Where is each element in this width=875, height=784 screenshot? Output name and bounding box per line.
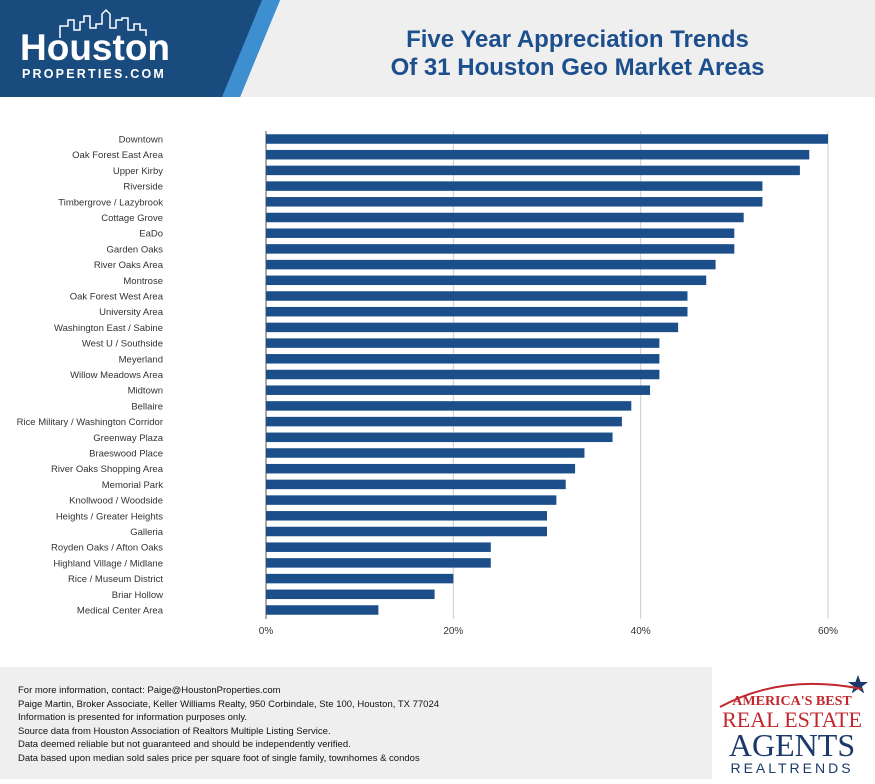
category-label: Memorial Park (102, 480, 163, 491)
category-label: Garden Oaks (107, 244, 164, 255)
logo-background (0, 0, 280, 97)
category-label: Briar Hollow (112, 590, 163, 601)
bar (266, 369, 660, 380)
category-label: EaDo (139, 229, 163, 240)
bar (266, 338, 660, 348)
bar (266, 542, 491, 552)
realtrends-badge: AMERICA'S BEST REAL ESTATE AGENTS REALTR… (712, 667, 875, 779)
bar-chart: Downtown Oak Forest East Area Upper Kirby R… (17, 131, 838, 637)
category-label: River Oaks Area (94, 260, 164, 271)
header: Houston PROPERTIES.COM Five Year Appreci… (0, 0, 875, 97)
bar (266, 212, 744, 223)
x-tick-label: 60% (818, 626, 838, 637)
footer-line: Paige Martin, Broker Associate, Keller W… (18, 698, 440, 710)
category-label: Galleria (130, 527, 163, 538)
bar (266, 244, 735, 254)
category-label: Knollwood / Woodside (69, 496, 163, 507)
footer-line: Information is presented for information… (18, 712, 247, 723)
category-label: Downtown (119, 135, 163, 146)
category-label: Oak Forest West Area (70, 292, 164, 303)
bar (266, 165, 800, 176)
footer-line: For more information, contact: Paige@Hou… (18, 685, 281, 696)
bar (266, 197, 763, 207)
category-label: Rice / Museum District (68, 574, 163, 585)
category-label: West U / Southside (82, 339, 163, 350)
bar (266, 354, 660, 364)
category-label: Oak Forest East Area (72, 150, 164, 161)
footer-line: Source data from Houston Association of … (18, 725, 331, 737)
bar (266, 463, 576, 474)
category-label: Upper Kirby (113, 166, 163, 177)
footer-text: For more information, contact: Paige@Hou… (18, 684, 439, 765)
title-line-1: Five Year Appreciation Trends (406, 26, 749, 53)
bar (266, 479, 566, 490)
category-label: Greenway Plaza (93, 433, 163, 444)
category-label: Rice Military / Washington Corridor (17, 417, 163, 428)
badge-graphic: AMERICA'S BEST REAL ESTATE AGENTS REALTR… (719, 675, 868, 776)
bar (266, 149, 810, 160)
bars (266, 134, 828, 615)
bar (266, 432, 613, 443)
category-label: Washington East / Sabine (54, 323, 163, 334)
bar (266, 385, 651, 395)
category-label: Medical Center Area (77, 606, 164, 617)
page-title: Five Year Appreciation Trends Of 31 Hous… (290, 26, 865, 82)
bar (266, 526, 547, 537)
swoosh-icon (719, 682, 863, 708)
bar (266, 589, 435, 600)
footer-line: Data deemed reliable but not guaranteed … (18, 739, 351, 750)
category-label: Bellaire (131, 401, 163, 412)
category-label: Heights / Greater Heights (56, 511, 163, 522)
bar (266, 511, 547, 521)
bar (266, 181, 763, 191)
bar (266, 306, 688, 317)
badge-line-1: AMERICA'S BEST (732, 694, 852, 709)
logo-stripe (222, 0, 280, 97)
bar (266, 291, 688, 301)
category-label: Midtown (128, 386, 163, 397)
skyline-icon (59, 8, 147, 38)
star-icon (848, 675, 868, 694)
category-label: Braeswood Place (89, 449, 163, 460)
x-tick-label: 0% (259, 626, 274, 637)
x-tick-label: 20% (443, 626, 463, 637)
bar (266, 228, 735, 238)
category-label: Timbergrove / Lazybrook (58, 197, 163, 208)
x-axis-ticks: 0% 20% 40% 60% (259, 626, 838, 637)
category-label: University Area (99, 307, 164, 318)
category-label: Highland Village / Midlane (53, 558, 163, 569)
category-label: Riverside (123, 182, 163, 193)
logo-word: Houston (20, 27, 170, 68)
category-label: Cottage Grove (101, 213, 163, 224)
bar (266, 134, 828, 144)
logo: Houston PROPERTIES.COM (0, 0, 280, 97)
badge-line-2: REAL ESTATE (722, 707, 862, 732)
category-labels: Downtown Oak Forest East Area Upper Kirby R… (17, 135, 164, 617)
bar (266, 558, 491, 568)
category-label: Willow Meadows Area (70, 370, 164, 381)
bar (266, 448, 585, 458)
badge-line-3: AGENTS (729, 727, 855, 763)
category-label: Montrose (123, 276, 163, 287)
category-label: River Oaks Shopping Area (51, 464, 164, 475)
bar (266, 322, 679, 333)
bar (266, 275, 707, 286)
title-line-2: Of 31 Houston Geo Market Areas (390, 54, 765, 81)
logo-sub: PROPERTIES.COM (22, 67, 166, 81)
footer: For more information, contact: Paige@Hou… (0, 667, 875, 779)
footer-line: Data based upon median sold sales price … (18, 752, 420, 764)
bar (266, 259, 716, 270)
bar (266, 495, 557, 505)
bar (266, 416, 622, 427)
category-label: Meyerland (119, 354, 163, 365)
bar (266, 401, 632, 411)
badge-line-4: REALTRENDS (730, 760, 853, 776)
category-label: Royden Oaks / Afton Oaks (51, 543, 163, 554)
bar (266, 605, 379, 615)
bar (266, 573, 454, 584)
x-tick-label: 40% (631, 626, 651, 637)
